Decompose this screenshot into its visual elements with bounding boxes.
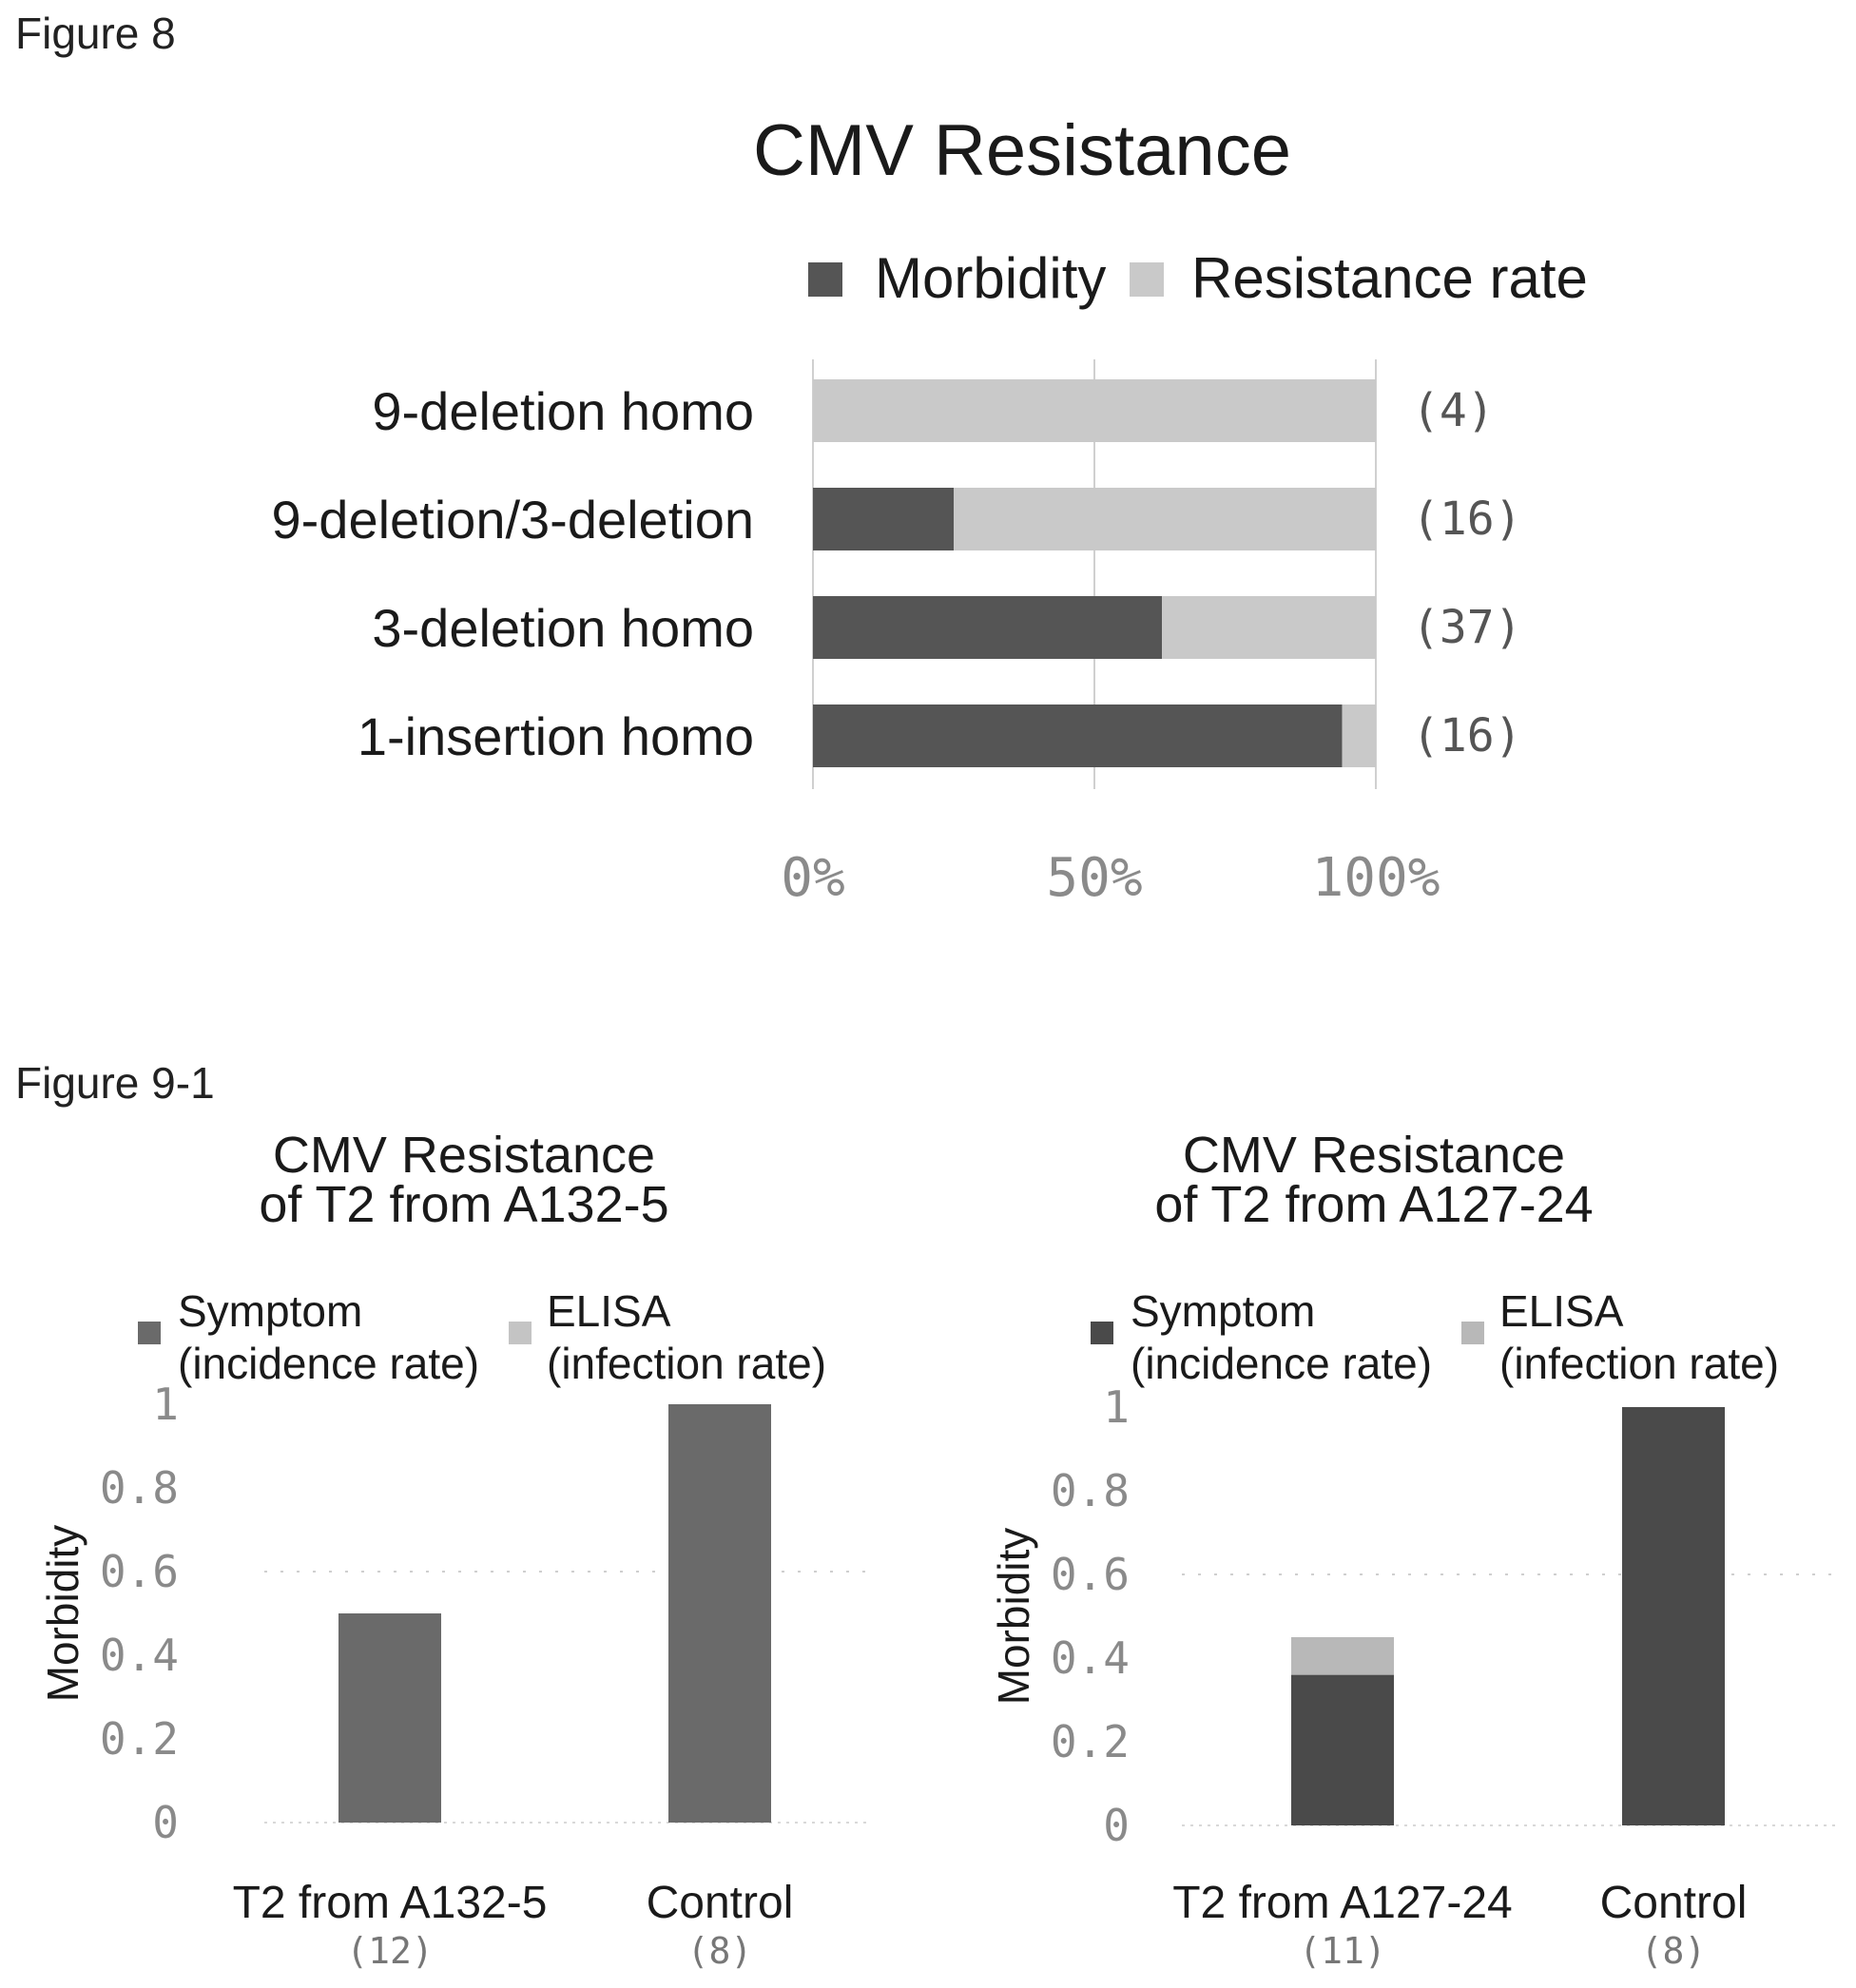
legend-swatch-2 [509,1322,532,1344]
y-tick-label: 0.6 [1051,1549,1130,1600]
y-tick-label: 0.8 [100,1462,179,1514]
count-label: (16) [1412,492,1522,546]
category-label: 9-deletion homo [372,381,754,441]
bar-morbidity [813,596,1163,659]
category-label: 1-insertion homo [358,706,754,766]
count-label: (11) [1299,1930,1386,1972]
count-label: (37) [1412,601,1522,654]
legend-label-2-line-2: (infection rate) [547,1339,826,1388]
category-label: Control [1600,1878,1748,1928]
legend-label-1-line-1: Symptom [1131,1286,1315,1336]
y-tick-label: 1 [1103,1381,1130,1433]
category-label: 9-deletion/3-deletion [272,490,754,550]
y-tick-label: 0 [152,1797,179,1848]
count-label: (8) [1641,1930,1707,1972]
legend-swatch-2 [1461,1322,1484,1344]
bar-resistance-rate [1162,596,1376,659]
chart-title-line-1: CMV Resistance [1183,1127,1565,1184]
count-label: (4) [1412,384,1495,437]
count-label: (12) [346,1930,434,1972]
y-tick-label: 0.2 [1051,1716,1130,1767]
bar-resistance-rate [813,379,1376,442]
chart-title-line-2: of T2 from A127-24 [1154,1176,1593,1233]
y-tick-label: 0 [1103,1800,1130,1851]
bar-symptom [668,1404,771,1823]
count-label: (16) [1412,709,1522,762]
bar-elisa [1291,1637,1394,1675]
y-tick-label: 0.8 [1051,1465,1130,1516]
bar-resistance-rate [1342,704,1376,767]
legend-label-1-line-2: (incidence rate) [178,1339,479,1388]
x-tick-label: 0% [781,847,844,909]
legend-swatch-1 [808,262,842,297]
figure-8-chart: CMV Resistance Morbidity Resistance rate 9-… [272,110,1588,909]
chart-title: CMV Resistance [753,110,1291,191]
figure-8-label: Figure 8 [15,9,176,58]
y-tick-label: 0.6 [100,1546,179,1597]
bar-symptom [1622,1407,1725,1825]
x-tick-label: 100% [1312,847,1440,909]
bar-morbidity [813,488,954,550]
legend-label-2: Resistance rate [1191,246,1588,310]
y-tick-label: 0.2 [100,1713,179,1765]
category-label: 3-deletion homo [372,598,754,658]
legend-label-2-line-1: ELISA [547,1286,671,1336]
bar-morbidity [813,704,1343,767]
legend-swatch-2 [1130,262,1164,297]
legend-swatch-1 [1091,1322,1113,1344]
legend-label-2-line-1: ELISA [1499,1286,1624,1336]
legend-label-1-line-2: (incidence rate) [1131,1339,1432,1388]
count-label: (8) [687,1930,753,1972]
y-tick-label: 0.4 [1051,1632,1130,1684]
legend-label-2-line-2: (infection rate) [1499,1339,1779,1388]
y-axis-label: Morbidity [38,1525,87,1703]
bar-symptom [338,1613,441,1823]
x-tick-label: 50% [1046,847,1142,909]
figure-9-1-label: Figure 9-1 [15,1058,215,1108]
chart-title-line-2: of T2 from A132-5 [259,1176,668,1233]
y-axis-label: Morbidity [989,1528,1038,1706]
bar-symptom [1291,1674,1394,1825]
y-tick-label: 0.4 [100,1630,179,1681]
chart-title-line-1: CMV Resistance [273,1127,655,1184]
y-tick-label: 1 [152,1379,179,1430]
legend-label-1-line-1: Symptom [178,1286,362,1336]
legend-swatch-1 [138,1322,161,1344]
bar-resistance-rate [954,488,1376,550]
category-label: Control [647,1878,794,1928]
category-label: T2 from A132-5 [233,1878,548,1928]
category-label: T2 from A127-24 [1172,1878,1513,1928]
legend-label-1: Morbidity [875,246,1106,310]
